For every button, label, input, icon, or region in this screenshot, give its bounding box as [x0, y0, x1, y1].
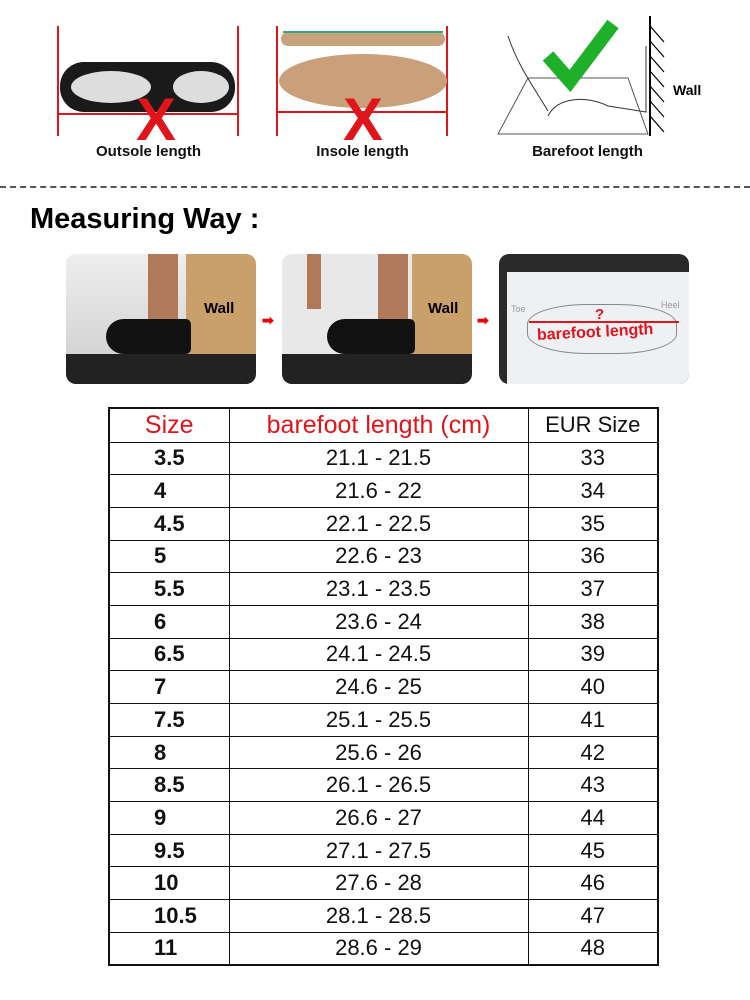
- cell-size: 6.5: [108, 637, 230, 672]
- header-size: Size: [108, 407, 230, 443]
- arrow-icon: ➡: [262, 312, 274, 328]
- table-header: Size barefoot length (cm) EUR Size: [108, 407, 659, 443]
- question-mark: ?: [595, 306, 605, 323]
- cell-size: 4.5: [108, 506, 230, 541]
- wall-label: Wall: [204, 300, 235, 317]
- table-row: 3.5 21.1 - 21.5 33: [108, 441, 659, 476]
- outsole-caption: Outsole length: [96, 143, 201, 160]
- cell-eur-size: 46: [527, 866, 659, 901]
- cell-eur-size: 34: [527, 474, 659, 508]
- cell-eur-size: 35: [527, 506, 659, 541]
- outsole-icon: X: [57, 26, 239, 153]
- cell-barefoot-length: 28.1 - 28.5: [228, 899, 529, 933]
- cell-size: 11: [108, 931, 230, 966]
- cell-eur-size: 47: [527, 899, 659, 933]
- cell-size: 10: [108, 866, 230, 901]
- cell-barefoot-length: 25.1 - 25.5: [228, 703, 529, 737]
- insole-icon: X: [276, 26, 448, 153]
- cell-barefoot-length: 23.1 - 23.5: [228, 572, 529, 606]
- table-row: 6.5 24.1 - 24.5 39: [108, 637, 659, 672]
- table-row: 4.5 22.1 - 22.5 35: [108, 506, 659, 541]
- measuring-step-1: Wall: [66, 254, 256, 384]
- cell-size: 3.5: [108, 441, 230, 476]
- header-barefoot-length: barefoot length (cm): [228, 407, 529, 443]
- cell-eur-size: 42: [527, 735, 659, 770]
- divider: [0, 186, 750, 188]
- table-row: 10 27.6 - 28 46: [108, 866, 659, 901]
- cell-eur-size: 45: [527, 833, 659, 868]
- cell-barefoot-length: 24.1 - 24.5: [228, 637, 529, 672]
- toe-label: Toe: [511, 304, 526, 314]
- table-row: 9 26.6 - 27 44: [108, 801, 659, 835]
- cell-eur-size: 40: [527, 670, 659, 704]
- cell-barefoot-length: 25.6 - 26: [228, 735, 529, 770]
- wall-label: Wall: [428, 300, 459, 317]
- table-row: 11 28.6 - 29 48: [108, 931, 659, 966]
- cell-eur-size: 37: [527, 572, 659, 606]
- cell-size: 6: [108, 604, 230, 639]
- table-row: 7 24.6 - 25 40: [108, 670, 659, 704]
- measuring-way-title: Measuring Way :: [30, 203, 260, 235]
- cell-size: 4: [108, 474, 230, 508]
- header-eur-size: EUR Size: [527, 407, 659, 443]
- cell-size: 7.5: [108, 703, 230, 737]
- cell-barefoot-length: 22.1 - 22.5: [228, 506, 529, 541]
- cell-eur-size: 43: [527, 768, 659, 803]
- cell-eur-size: 44: [527, 801, 659, 835]
- cell-barefoot-length: 26.1 - 26.5: [228, 768, 529, 803]
- cell-eur-size: 39: [527, 637, 659, 672]
- cell-size: 10.5: [108, 899, 230, 933]
- svg-text:X: X: [343, 86, 383, 140]
- cell-barefoot-length: 21.1 - 21.5: [228, 441, 529, 476]
- insole-caption: Insole length: [316, 143, 409, 160]
- cell-barefoot-length: 24.6 - 25: [228, 670, 529, 704]
- cell-eur-size: 41: [527, 703, 659, 737]
- measuring-step-2: Wall: [282, 254, 472, 384]
- cell-eur-size: 36: [527, 539, 659, 574]
- cell-size: 7: [108, 670, 230, 704]
- insole-illustration: X: [275, 24, 450, 153]
- table-row: 10.5 28.1 - 28.5 47: [108, 899, 659, 933]
- cell-barefoot-length: 23.6 - 24: [228, 604, 529, 639]
- table-row: 9.5 27.1 - 27.5 45: [108, 833, 659, 868]
- table-row: 5 22.6 - 23 36: [108, 539, 659, 574]
- cell-size: 5: [108, 539, 230, 574]
- cell-eur-size: 33: [527, 441, 659, 476]
- cell-size: 9: [108, 801, 230, 835]
- arrow-icon: ➡: [477, 312, 489, 328]
- cell-barefoot-length: 21.6 - 22: [228, 474, 529, 508]
- outsole-illustration: X: [56, 24, 241, 153]
- cell-size: 5.5: [108, 572, 230, 606]
- cell-barefoot-length: 27.6 - 28: [228, 866, 529, 901]
- table-row: 5.5 23.1 - 23.5 37: [108, 572, 659, 606]
- cell-barefoot-length: 26.6 - 27: [228, 801, 529, 835]
- size-table: Size barefoot length (cm) EUR Size 3.5 21…: [108, 407, 659, 966]
- heel-label: Heel: [661, 300, 680, 310]
- cell-eur-size: 48: [527, 931, 659, 966]
- cell-size: 9.5: [108, 833, 230, 868]
- table-row: 4 21.6 - 22 34: [108, 474, 659, 508]
- cell-eur-size: 38: [527, 604, 659, 639]
- cell-barefoot-length: 28.6 - 29: [228, 931, 529, 966]
- cell-size: 8.5: [108, 768, 230, 803]
- table-row: 8 25.6 - 26 42: [108, 735, 659, 770]
- measuring-step-3: Toe Heel ? barefoot length: [499, 254, 689, 384]
- table-row: 8.5 26.1 - 26.5 43: [108, 768, 659, 803]
- svg-text:X: X: [136, 86, 176, 140]
- cell-barefoot-length: 22.6 - 23: [228, 539, 529, 574]
- table-row: 6 23.6 - 24 38: [108, 604, 659, 639]
- cell-barefoot-length: 27.1 - 27.5: [228, 833, 529, 868]
- barefoot-wall-icon: [497, 16, 665, 136]
- table-row: 7.5 25.1 - 25.5 41: [108, 703, 659, 737]
- cell-size: 8: [108, 735, 230, 770]
- barefoot-caption: Barefoot length: [532, 143, 643, 160]
- wall-label: Wall: [673, 82, 702, 98]
- barefoot-illustration: [488, 16, 668, 138]
